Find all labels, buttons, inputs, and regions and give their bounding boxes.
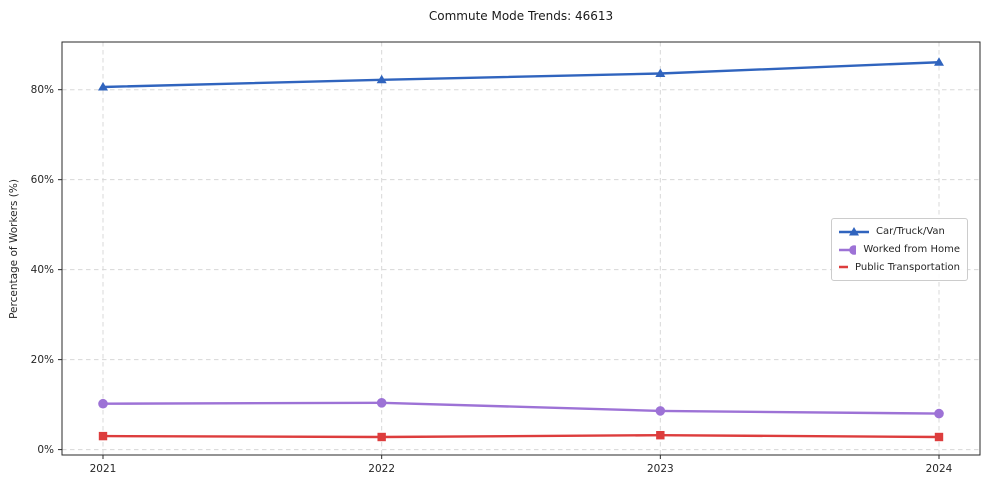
x-tick-label: 2021 (90, 463, 117, 475)
y-tick-label: 0% (37, 444, 54, 456)
x-tick-label: 2023 (647, 463, 674, 475)
legend-item-label: Public Transportation (855, 261, 960, 273)
data-point-marker (377, 432, 386, 442)
data-point-marker (655, 68, 666, 77)
x-tick-label: 2024 (926, 463, 953, 475)
x-tick-label: 2022 (368, 463, 395, 475)
data-point-marker (934, 57, 944, 66)
data-point-marker (376, 74, 387, 84)
y-tick-label: 20% (31, 354, 54, 366)
axes-spines (61, 41, 981, 456)
legend-marker (849, 244, 857, 255)
data-point-marker (376, 398, 387, 408)
triangle-marker-icon (839, 226, 869, 236)
legend-item-label: Car/Truck/Van (876, 226, 945, 238)
data-point-marker (655, 406, 666, 416)
circle-marker-icon (839, 244, 857, 255)
legend-item-label: Worked from Home (863, 244, 960, 255)
data-point-marker (98, 81, 108, 91)
data-point-marker (98, 398, 108, 409)
legend-item: Car/Truck/Van (839, 223, 960, 241)
square-marker-icon (839, 265, 849, 269)
series-line (101, 401, 941, 415)
data-point-marker (934, 408, 944, 419)
data-point-marker (656, 431, 665, 440)
series-line (101, 61, 941, 89)
legend-item: Public Transportation (839, 258, 960, 276)
chart-title: Commute Mode Trends: 46613 (428, 9, 614, 23)
series-line (101, 434, 941, 439)
legend-marker (849, 226, 859, 236)
data-point-marker (98, 431, 108, 441)
y-axis-label: Percentage of Workers (%) (8, 179, 20, 319)
legend: Car/Truck/Van Worked from Home Public Tran… (831, 218, 968, 281)
y-tick-label: 40% (31, 264, 54, 276)
legend-item: Worked from Home (839, 241, 960, 259)
y-tick-label: 60% (31, 174, 54, 186)
y-tick-label: 80% (31, 84, 54, 96)
data-point-marker (934, 432, 944, 442)
